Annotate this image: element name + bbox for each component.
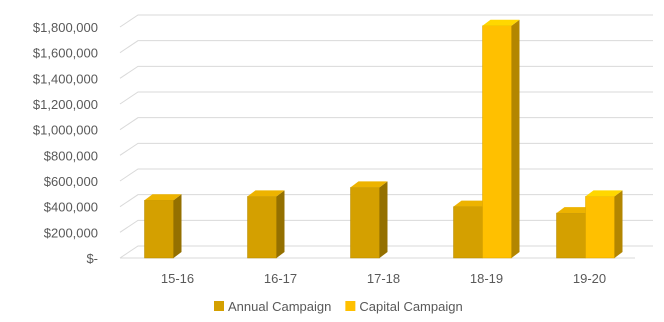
bar-annual-campaign — [556, 212, 586, 259]
gridline — [119, 168, 653, 182]
legend-swatch — [345, 301, 356, 311]
bar-top — [482, 19, 520, 26]
x-tick-label: 18-19 — [470, 271, 503, 286]
bar-top — [350, 181, 388, 188]
bar-top — [585, 190, 623, 197]
y-tick-label: $1,600,000 — [33, 46, 98, 61]
gridline — [119, 142, 653, 156]
bar-top — [453, 200, 491, 207]
bar-side — [276, 190, 285, 258]
legend: Annual Campaign Capital Campaign — [214, 299, 463, 314]
x-tick-label: 19-20 — [573, 271, 606, 286]
bars — [144, 19, 623, 259]
x-tick-label: 17-18 — [367, 271, 400, 286]
y-tick-label: $400,000 — [44, 200, 98, 215]
bar-annual-campaign — [144, 200, 174, 259]
x-tick-label: 16-17 — [264, 271, 297, 286]
x-axis-tick-labels: 15-16 16-17 17-18 18-19 19-20 — [161, 271, 606, 286]
y-tick-label: $1,800,000 — [33, 20, 98, 35]
legend-swatch — [214, 301, 224, 311]
legend-label: Annual Campaign — [228, 299, 331, 314]
y-tick-label: $600,000 — [44, 174, 98, 189]
gridline — [119, 14, 653, 28]
bar-capital-campaign — [482, 25, 512, 259]
y-tick-label: $200,000 — [44, 225, 98, 240]
bar-side — [614, 190, 623, 258]
bar-annual-campaign — [247, 196, 277, 259]
gridline — [119, 117, 653, 131]
x-tick-label: 15-16 — [161, 271, 194, 286]
bar-side — [379, 181, 388, 258]
legend-label: Capital Campaign — [359, 299, 462, 314]
gridline — [119, 65, 653, 79]
bar-side — [173, 194, 182, 258]
bar-top — [144, 194, 182, 201]
bar-annual-campaign — [350, 187, 380, 259]
bar-top — [556, 207, 594, 214]
gridline — [119, 194, 653, 208]
bar-side — [511, 19, 520, 258]
y-tick-label: $1,000,000 — [33, 123, 98, 138]
y-tick-label: $1,400,000 — [33, 71, 98, 86]
y-axis-tick-labels: $- $200,000 $400,000 $600,000 $800,000 $1,000… — [33, 20, 98, 266]
bar-top — [247, 190, 285, 197]
y-tick-label: $- — [86, 251, 98, 266]
y-tick-label: $1,200,000 — [33, 97, 98, 112]
gridline — [119, 40, 653, 54]
bar-capital-campaign — [585, 196, 615, 259]
bar-annual-campaign — [453, 206, 483, 259]
gridlines — [119, 14, 653, 259]
y-tick-label: $800,000 — [44, 148, 98, 163]
gridline — [119, 91, 653, 105]
